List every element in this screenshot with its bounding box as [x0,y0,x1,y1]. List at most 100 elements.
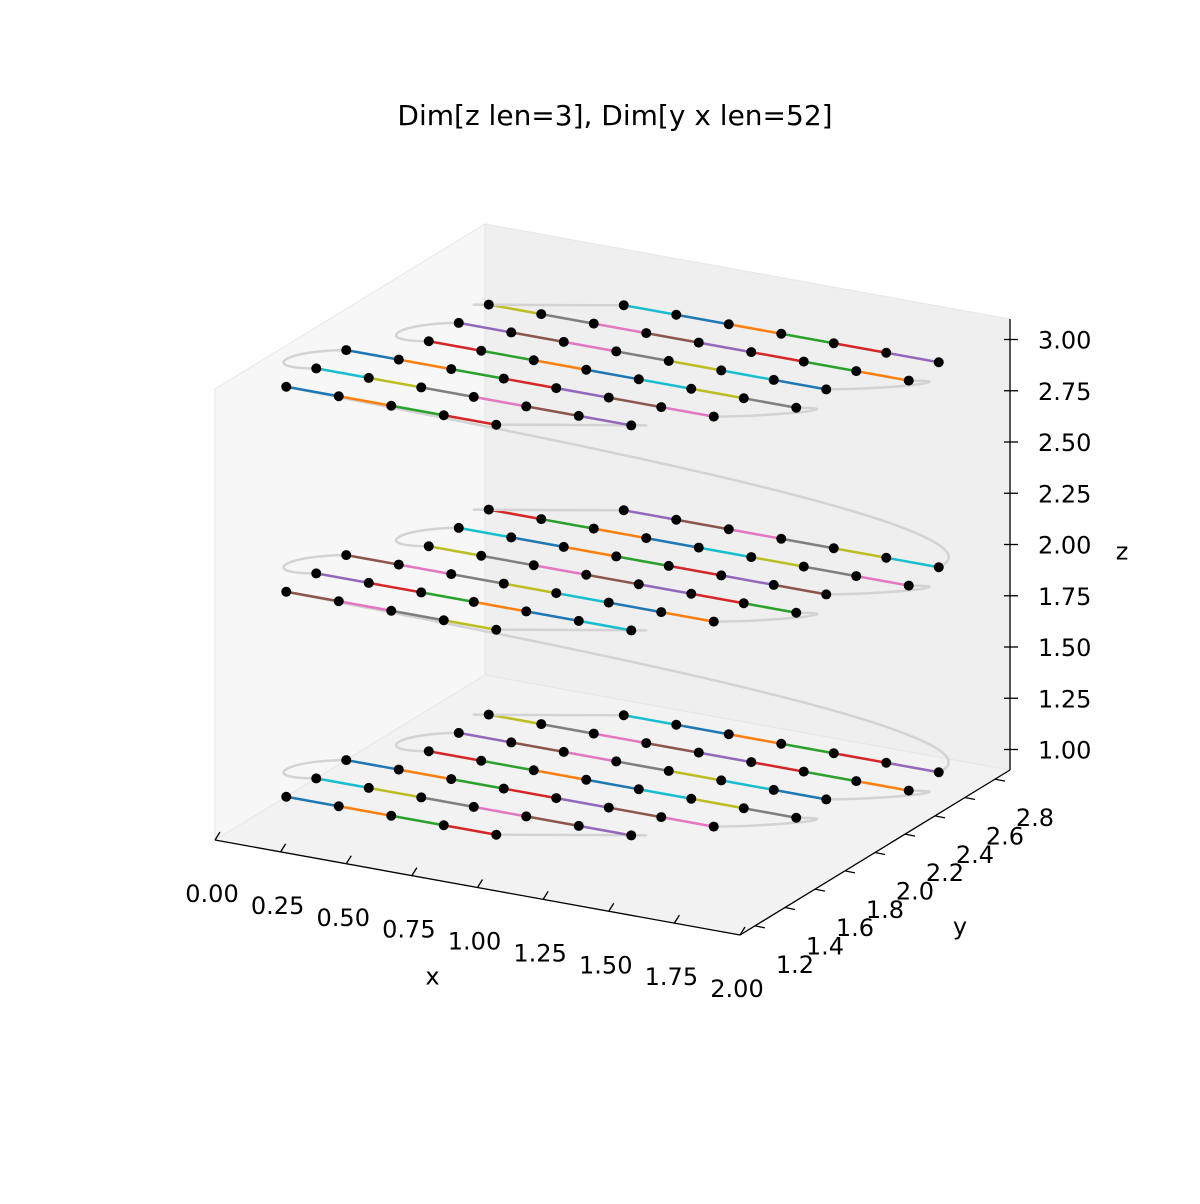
path-segment [286,590,339,603]
path-segment [691,592,744,605]
point [933,767,944,778]
point [468,801,479,812]
point [776,328,787,339]
point [551,383,562,394]
path-segment [781,537,834,550]
point [633,374,644,385]
point [386,400,397,411]
y-tick-label: 2.6 [986,823,1024,851]
x-tick [476,879,484,888]
point [768,784,779,795]
point [558,336,569,347]
path-segment [511,741,564,754]
path-segment [593,732,647,745]
point [416,382,427,393]
path-segment [586,778,639,791]
path-segment [856,779,909,792]
point [828,338,839,349]
path-segment [563,340,617,353]
path-segment [721,369,774,382]
x-tick-label: 1.75 [645,963,698,991]
point [746,757,757,768]
path-segment [886,351,939,364]
point [551,588,562,599]
point [438,410,449,421]
path-segment [623,304,677,316]
point [528,765,539,776]
path-segment [503,787,557,800]
point [438,820,449,831]
path-segment [751,350,804,363]
y-tick-label: 2.4 [956,841,994,869]
point [791,812,802,823]
point [581,364,592,375]
path-segment [526,405,579,418]
point [468,596,479,607]
point [881,552,892,563]
path-segment [391,404,444,417]
point [476,550,487,561]
path-segment [676,313,729,326]
point [483,299,494,310]
point [521,401,532,412]
point [618,710,629,721]
path-segment [541,517,594,530]
point [393,764,404,775]
point [453,317,464,328]
y-tick-label: 1.6 [836,914,874,942]
path-segment [743,807,797,819]
z-axis-label: z [1116,538,1129,566]
path-segment [676,723,729,736]
path-segment [803,360,857,373]
path-segment [661,815,714,828]
x-tick-label: 0.00 [185,880,238,908]
path-segment [563,750,617,763]
point [446,774,457,785]
path-segment [533,769,587,781]
path-turn [472,303,624,307]
path-segment [421,386,474,399]
path-segment [578,414,632,427]
point [686,588,697,599]
point [716,570,727,581]
path-segment [473,395,527,408]
path-segment [646,331,699,344]
z-tick-label: 2.25 [1038,480,1091,508]
path-segment [451,777,504,790]
point [738,803,749,814]
point [588,728,599,739]
path-segment [586,368,639,381]
path-segment [473,600,527,613]
point [446,569,457,580]
point [558,541,569,552]
point [483,504,494,515]
point [798,356,809,367]
path-segment [503,582,557,595]
point [393,354,404,365]
path-segment [886,761,939,774]
path-turn [282,348,347,370]
point [311,773,322,784]
y-tick-label: 2.2 [926,859,964,887]
z-tick-label: 1.00 [1038,737,1091,765]
point [588,523,599,534]
point [506,532,517,543]
path-segment [556,386,609,399]
point [611,346,622,357]
path-segment [443,619,497,631]
path-segment [721,779,774,792]
point [476,755,487,766]
path-turn [826,584,931,596]
x-tick-label: 0.25 [251,892,304,920]
point [738,393,749,404]
path-segment [398,563,452,576]
point [626,625,637,636]
point [483,709,494,720]
point [903,785,914,796]
path-segment [803,770,857,783]
path-segment [338,805,392,817]
point [716,775,727,786]
point [881,347,892,358]
x-tick [608,902,615,912]
path-segment [338,600,392,612]
